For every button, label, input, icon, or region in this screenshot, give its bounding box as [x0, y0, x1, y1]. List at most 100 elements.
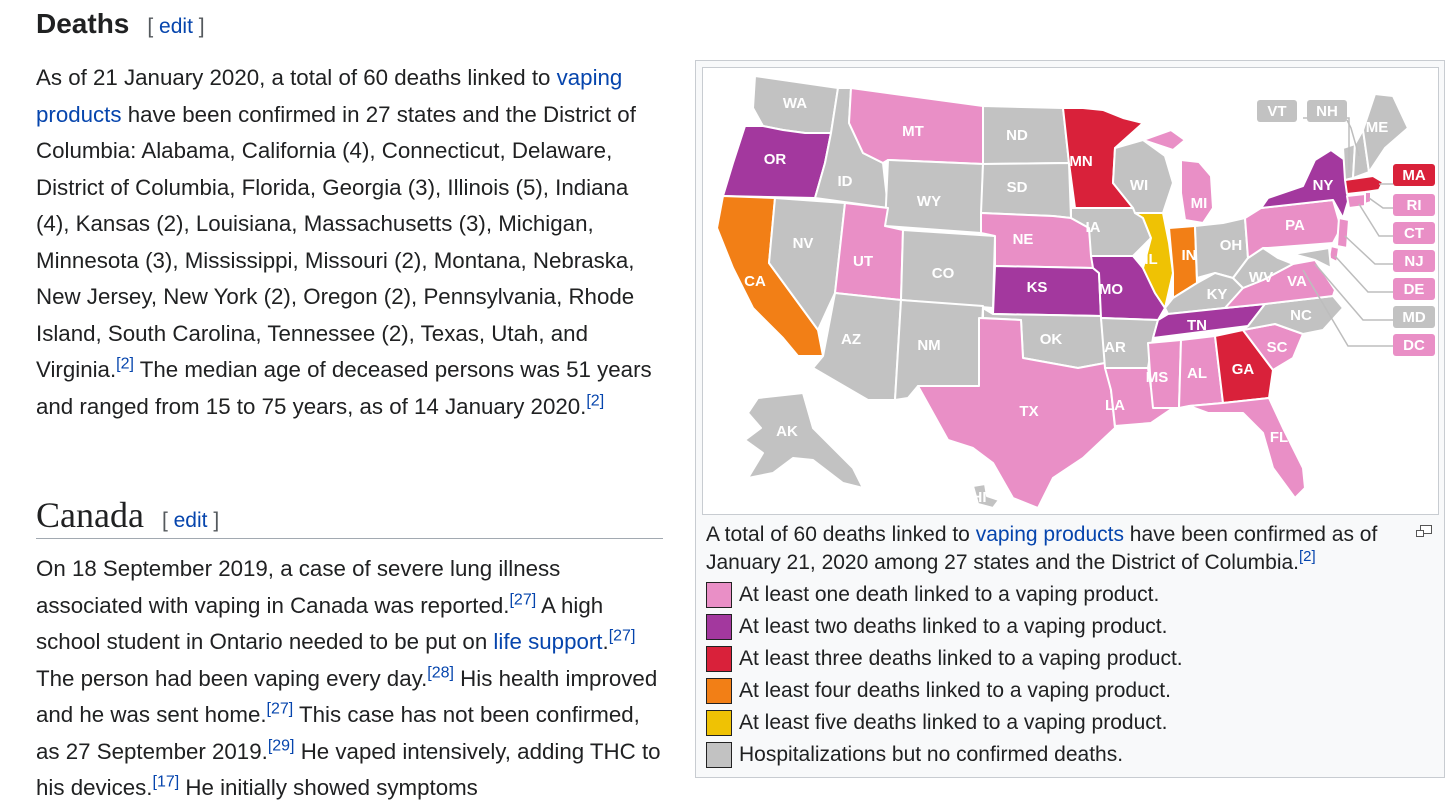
reference-link[interactable]: [27] — [509, 591, 537, 609]
deaths-edit-link[interactable]: edit — [159, 15, 193, 38]
label-ri: RI — [1407, 197, 1422, 214]
legend-item: At least two deaths linked to a vaping p… — [706, 611, 1183, 643]
state-tx[interactable] — [917, 317, 1116, 509]
state-ct[interactable] — [1346, 193, 1366, 209]
deaths-title: Deaths — [36, 8, 130, 39]
legend-swatch — [706, 582, 732, 608]
legend-label: At least three deaths linked to a vaping… — [739, 647, 1183, 670]
reference-link[interactable]: [29] — [267, 737, 295, 755]
state-ms[interactable] — [1147, 339, 1182, 409]
label-mo: MO — [1099, 281, 1123, 298]
reference-link[interactable]: [2] — [116, 355, 134, 373]
legend-item: At least three deaths linked to a vaping… — [706, 643, 1183, 675]
reference-link[interactable]: [27] — [266, 700, 294, 718]
badge-md — [1393, 306, 1435, 328]
reference-link[interactable]: [2] — [586, 392, 605, 410]
state-ma[interactable] — [1344, 175, 1384, 195]
deaths-paragraph: As of 21 January 2020, a total of 60 dea… — [36, 60, 666, 425]
label-md: MD — [1402, 309, 1425, 326]
label-nc: NC — [1290, 307, 1312, 324]
label-ca: CA — [744, 273, 766, 290]
label-ga: GA — [1232, 361, 1255, 378]
caption-vaping-products-link[interactable]: vaping products — [975, 523, 1124, 546]
label-tx: TX — [1019, 403, 1038, 420]
label-oh: OH — [1220, 237, 1243, 254]
reference-link[interactable]: [27] — [608, 627, 636, 645]
label-ok: OK — [1040, 331, 1063, 348]
reference-link[interactable]: [2] — [1299, 548, 1316, 565]
text: His health improved and he was sent home… — [36, 665, 658, 728]
state-ak[interactable] — [744, 392, 864, 489]
text: The person had been vaping every day. — [36, 665, 428, 691]
text: He vaped intensively, adding THC to his … — [36, 738, 661, 801]
label-fl: FL — [1270, 429, 1288, 446]
label-or: OR — [764, 151, 787, 168]
badge-dc — [1393, 334, 1435, 356]
enlarge-icon[interactable] — [1416, 525, 1432, 537]
label-la: LA — [1105, 397, 1125, 414]
text: . — [602, 629, 609, 654]
label-pa: PA — [1285, 217, 1305, 234]
canada-edit-link[interactable]: edit — [173, 509, 208, 532]
text: A high school student in Ontario needed … — [36, 592, 604, 655]
reference-link[interactable]: [28] — [427, 664, 454, 682]
label-ms: MS — [1146, 369, 1169, 386]
deaths-heading: Deaths [ edit ] — [36, 8, 205, 40]
label-ar: AR — [1104, 339, 1126, 356]
text: As of 21 January 2020, a total of 60 dea… — [36, 65, 557, 90]
legend-label: At least two deaths linked to a vaping p… — [739, 615, 1168, 638]
badge-ct — [1393, 222, 1435, 244]
legend-label: At least one death linked to a vaping pr… — [739, 583, 1160, 606]
canada-edit-section: [ edit ] — [161, 509, 220, 532]
state-hi[interactable] — [972, 483, 1000, 509]
state-fl[interactable] — [1188, 397, 1306, 499]
label-az: AZ — [841, 331, 861, 348]
label-in: IN — [1182, 247, 1197, 264]
vaping-products-link[interactable]: vaping products — [36, 65, 623, 127]
badge-ma — [1393, 164, 1435, 186]
label-ut: UT — [853, 253, 873, 270]
label-mn: MN — [1069, 153, 1092, 170]
label-ct: CT — [1404, 225, 1424, 242]
state-mi[interactable] — [1142, 129, 1214, 224]
label-ia: IA — [1086, 219, 1101, 236]
legend-item: At least one death linked to a vaping pr… — [706, 579, 1183, 611]
legend-label: At least five deaths linked to a vaping … — [739, 711, 1168, 734]
label-de: DE — [1404, 281, 1425, 298]
state-la[interactable] — [1104, 367, 1174, 427]
state-pa[interactable] — [1244, 199, 1342, 259]
text: He initially showed symptoms — [179, 775, 478, 800]
label-sc: SC — [1267, 339, 1288, 356]
map-figure: WA OR CA ID NV MT WY UT AZ CO NM ND SD N… — [695, 60, 1445, 778]
text: have been confirmed as of January 21, 20… — [706, 523, 1378, 574]
canada-heading: Canada [ edit ] — [36, 494, 663, 539]
legend-item: At least four deaths linked to a vaping … — [706, 675, 1183, 707]
state-md[interactable] — [1292, 247, 1332, 269]
us-map-svg: WA OR CA ID NV MT WY UT AZ CO NM ND SD N… — [716, 75, 1435, 509]
label-ks: KS — [1027, 279, 1048, 296]
legend-swatch — [706, 742, 732, 768]
state-me[interactable] — [1362, 93, 1409, 173]
label-ma: MA — [1402, 167, 1425, 184]
label-wi: WI — [1130, 177, 1148, 194]
state-ga[interactable] — [1214, 329, 1274, 404]
state-nj[interactable] — [1336, 217, 1350, 249]
label-va: VA — [1287, 273, 1307, 290]
state-il[interactable] — [1134, 212, 1174, 309]
label-al: AL — [1187, 365, 1207, 382]
badge-de — [1393, 278, 1435, 300]
label-wv: WV — [1249, 269, 1273, 286]
label-ny: NY — [1313, 177, 1334, 194]
canada-title: Canada — [36, 495, 144, 535]
deaths-edit-section: [ edit ] — [147, 15, 205, 38]
reference-link[interactable]: [17] — [152, 773, 180, 791]
us-map-image[interactable]: WA OR CA ID NV MT WY UT AZ CO NM ND SD N… — [702, 67, 1439, 515]
life-support-link[interactable]: life support — [493, 629, 603, 654]
label-dc: DC — [1403, 337, 1425, 354]
state-mo[interactable] — [1090, 255, 1166, 321]
label-wy: WY — [917, 193, 941, 210]
badge-nj — [1393, 250, 1435, 272]
label-co: CO — [932, 265, 955, 282]
label-nm: NM — [917, 337, 940, 354]
text: The median age of deceased persons was 5… — [36, 357, 652, 419]
